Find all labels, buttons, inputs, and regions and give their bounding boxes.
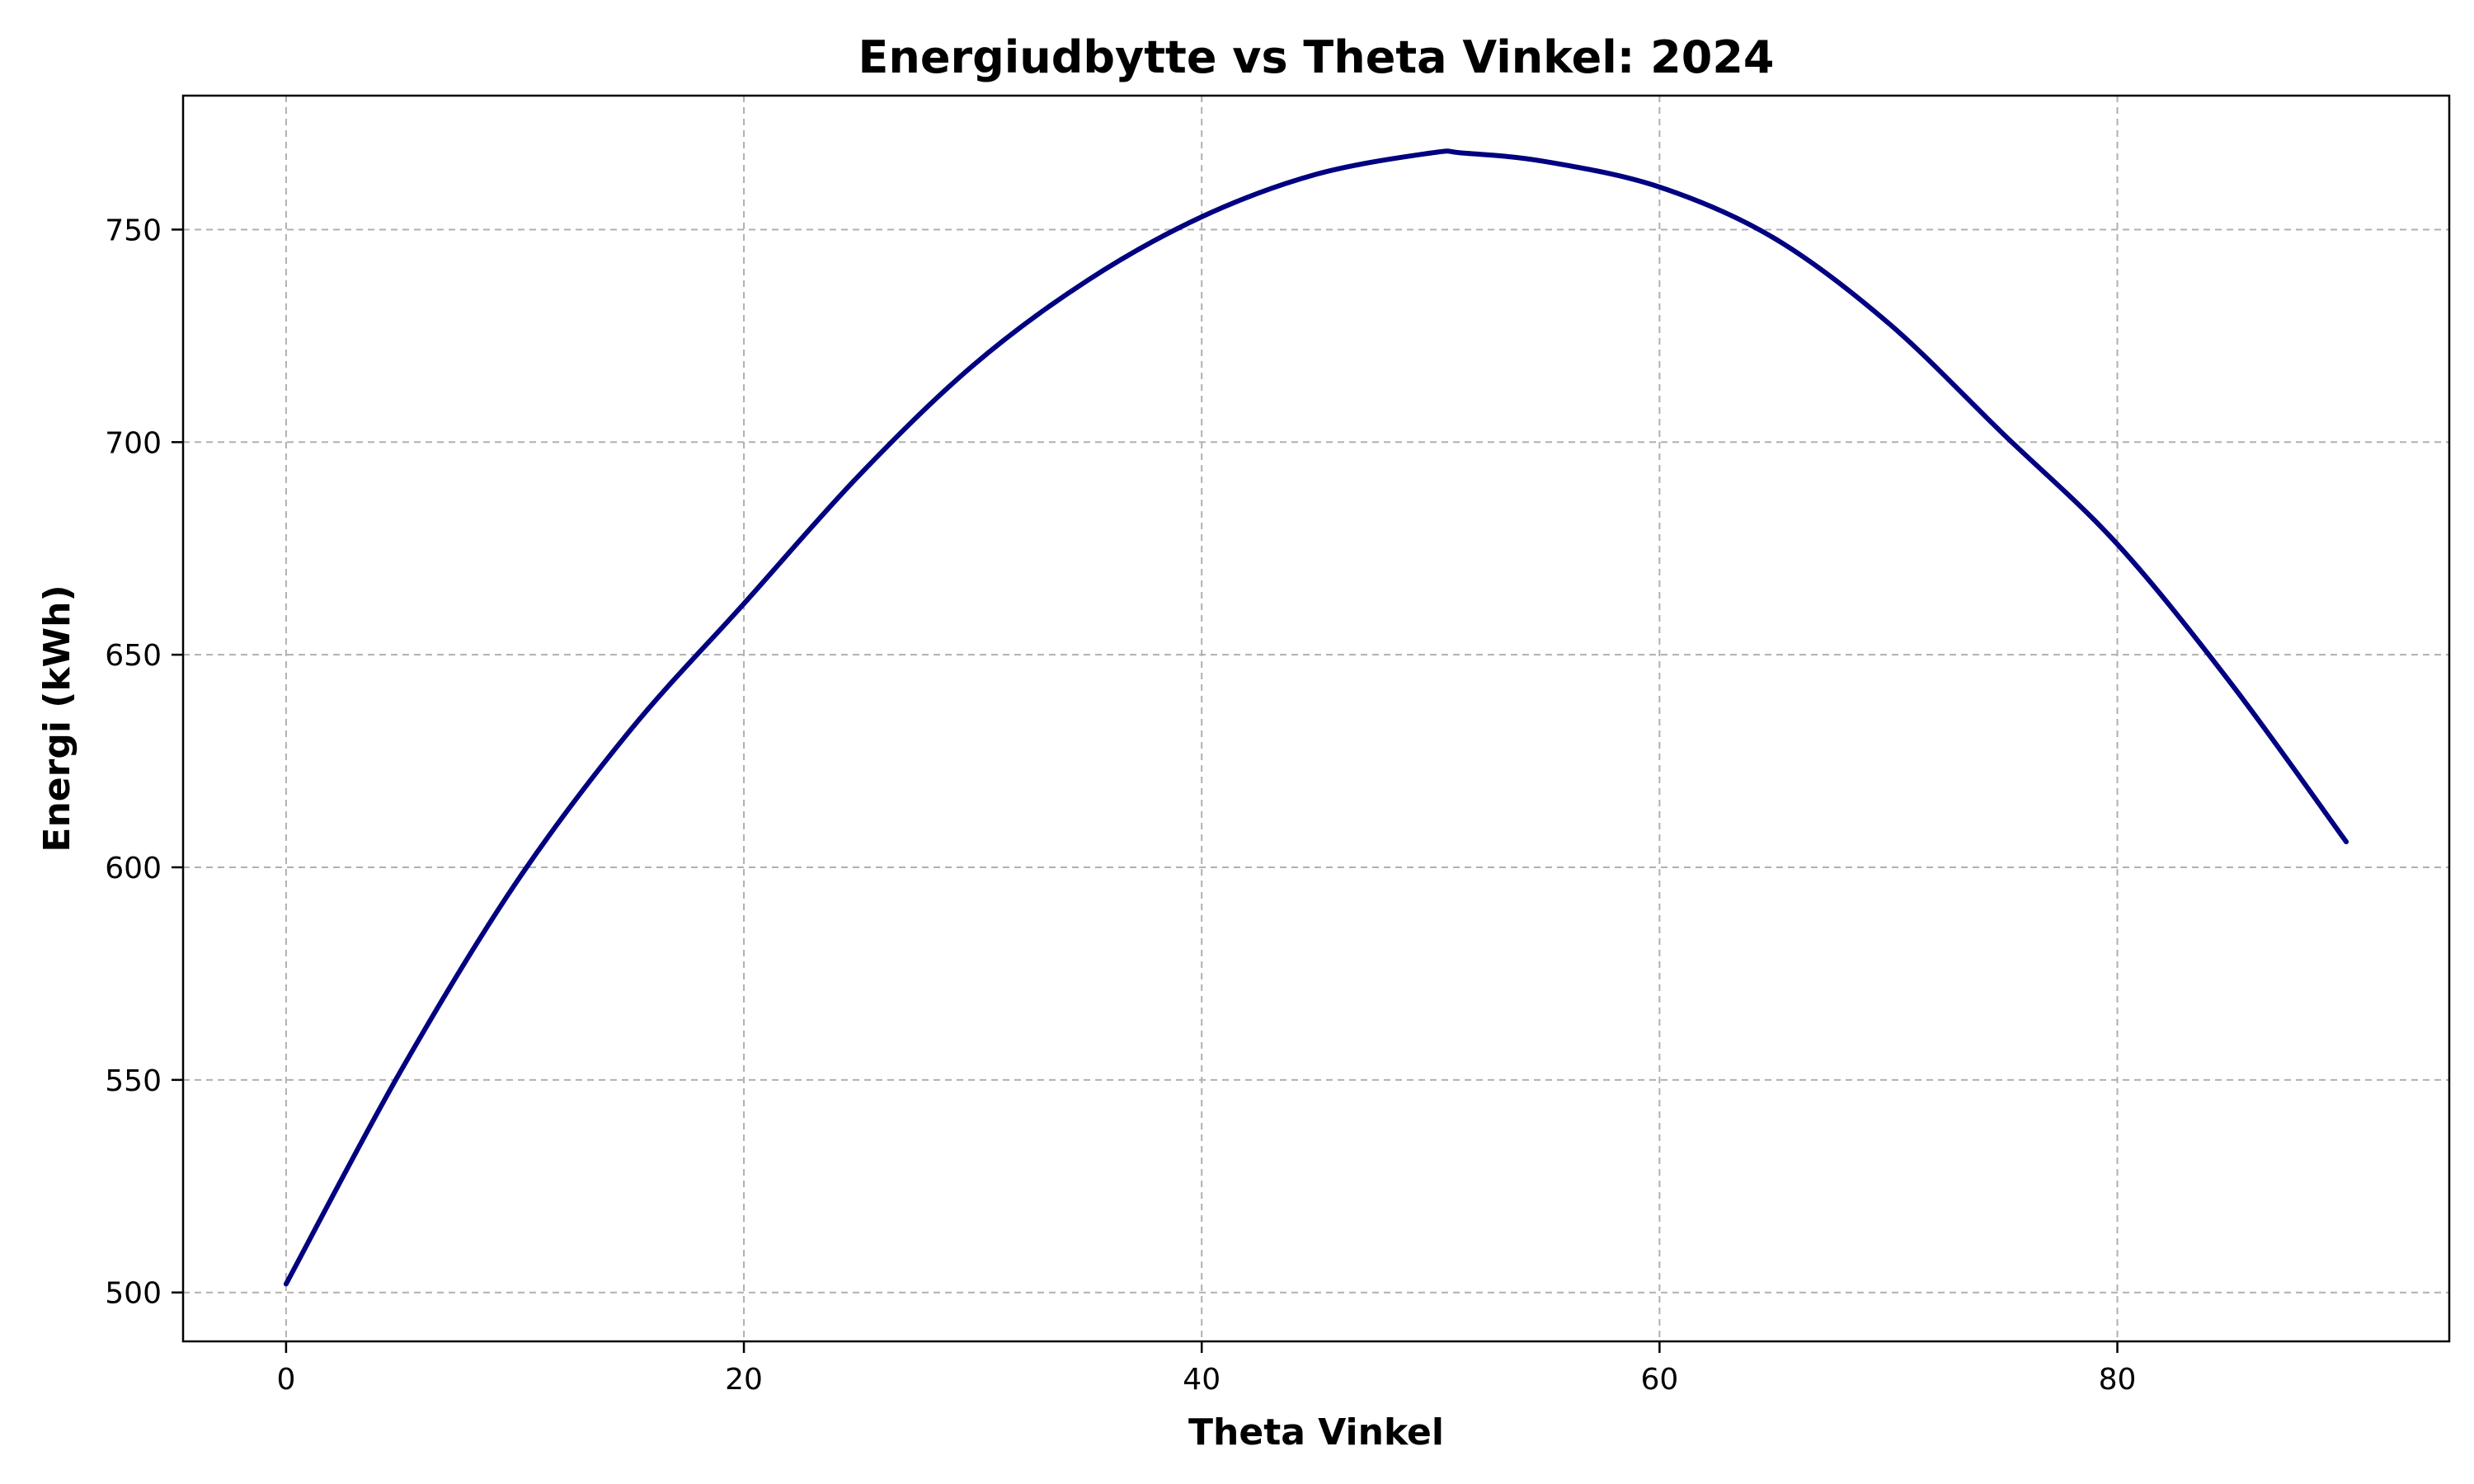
plot-frame — [181, 94, 2451, 1343]
grid-lines — [183, 96, 2449, 1341]
chart-title: Energiudbytte vs Theta Vinkel: 2024 — [858, 31, 1775, 83]
y-tick-label: 700 — [105, 426, 162, 460]
x-tick-label: 80 — [2099, 1363, 2137, 1397]
x-tick-label: 0 — [276, 1363, 295, 1397]
y-tick-label: 500 — [105, 1277, 162, 1311]
axis-ticks: 0 20 40 60 80 500 550 600 650 700 750 — [105, 214, 2136, 1397]
x-tick-label: 20 — [725, 1363, 763, 1397]
x-tick-label: 40 — [1183, 1363, 1221, 1397]
y-tick-label: 600 — [105, 852, 162, 885]
y-tick-label: 750 — [105, 214, 162, 247]
x-axis-label: Theta Vinkel — [1188, 1411, 1444, 1453]
y-tick-label: 550 — [105, 1064, 162, 1098]
energy-series-line — [283, 148, 2349, 1287]
y-tick-label: 650 — [105, 639, 162, 673]
x-tick-label: 60 — [1640, 1363, 1678, 1397]
series-group — [283, 148, 2349, 1287]
y-axis-label: Energi (kWh) — [36, 585, 78, 852]
